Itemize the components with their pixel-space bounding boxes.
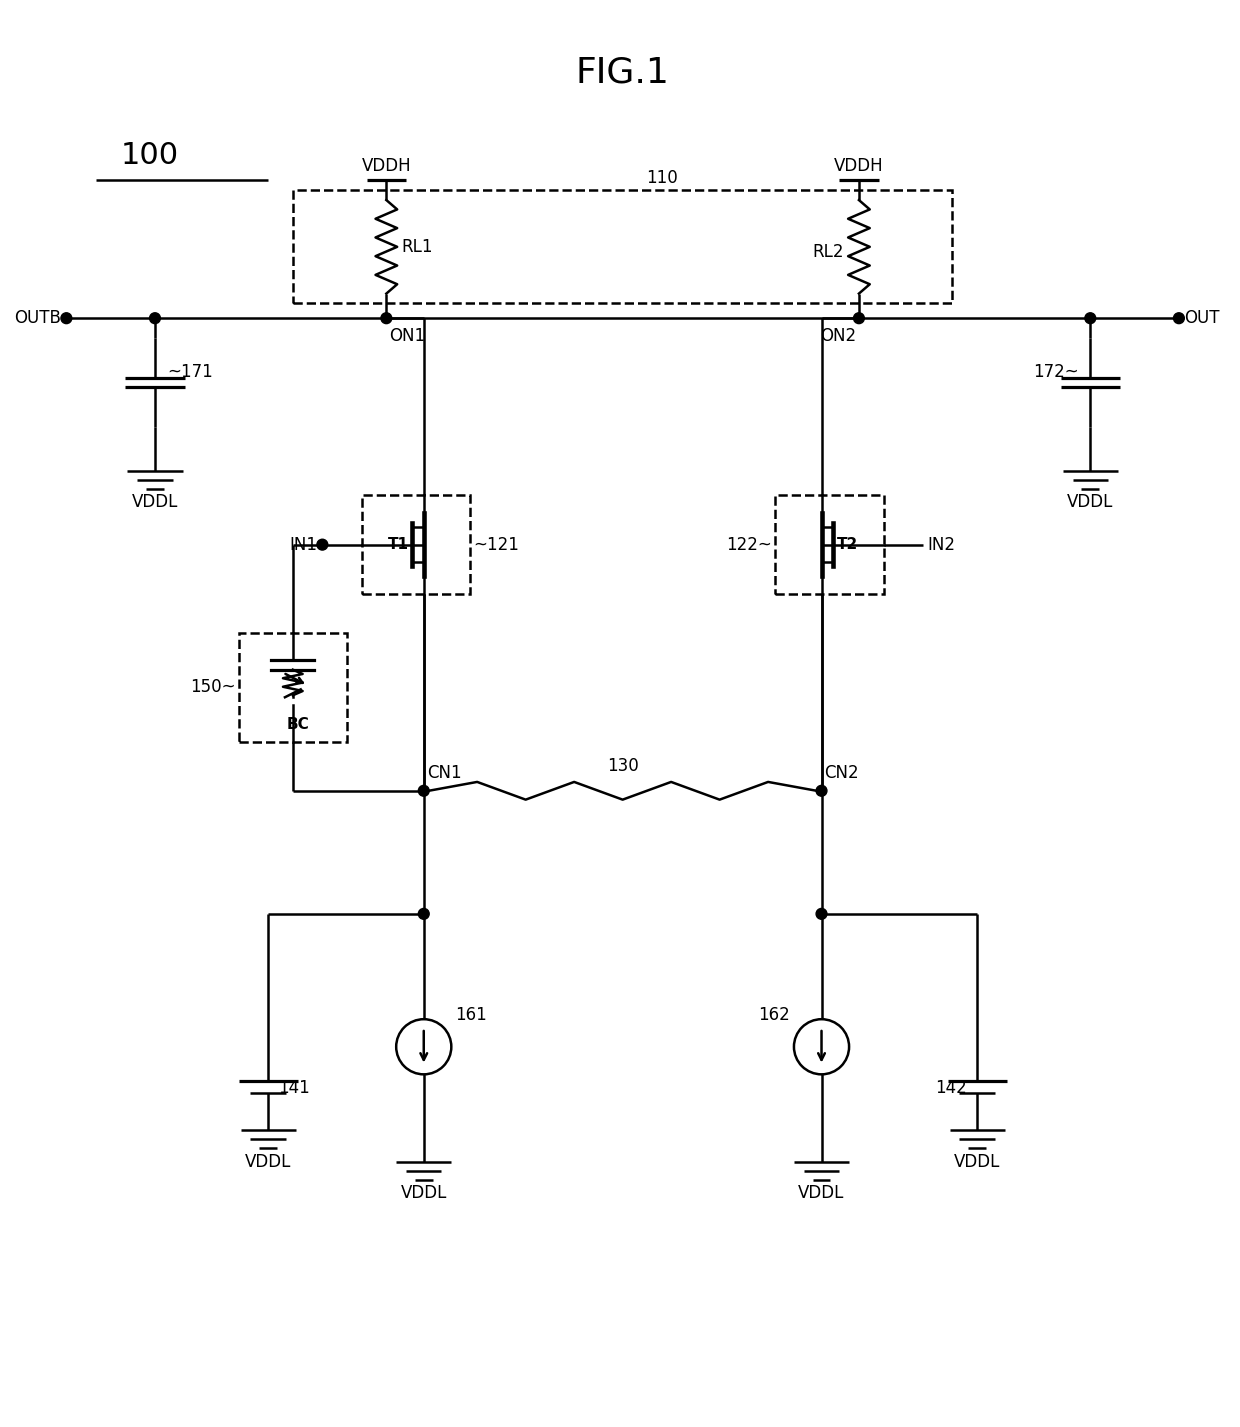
Text: IN2: IN2 xyxy=(928,535,956,554)
Text: 130: 130 xyxy=(606,758,639,775)
Text: RL1: RL1 xyxy=(401,238,433,255)
Text: ~171: ~171 xyxy=(167,364,212,381)
Text: BC: BC xyxy=(286,718,309,732)
Text: CN1: CN1 xyxy=(427,763,461,782)
Text: FIG.1: FIG.1 xyxy=(575,56,670,88)
Text: 100: 100 xyxy=(120,141,179,170)
Circle shape xyxy=(381,313,392,324)
Circle shape xyxy=(61,313,72,324)
Text: 150~: 150~ xyxy=(190,678,236,696)
Text: 142: 142 xyxy=(935,1079,967,1097)
Text: 110: 110 xyxy=(646,170,678,187)
Text: VDDL: VDDL xyxy=(401,1184,446,1203)
Bar xyxy=(775,495,884,594)
Text: ON1: ON1 xyxy=(389,327,425,345)
Circle shape xyxy=(418,909,429,919)
Text: VDDL: VDDL xyxy=(1068,494,1114,511)
Text: ~121: ~121 xyxy=(472,535,518,554)
Text: VDDH: VDDH xyxy=(362,157,412,174)
Circle shape xyxy=(317,539,327,549)
Text: OUT: OUT xyxy=(1184,310,1219,327)
Circle shape xyxy=(816,785,827,796)
Text: 141: 141 xyxy=(278,1079,310,1097)
Text: 122~: 122~ xyxy=(727,535,773,554)
Text: 161: 161 xyxy=(455,1006,487,1025)
Text: 162: 162 xyxy=(759,1006,790,1025)
Circle shape xyxy=(150,313,160,324)
Text: VDDL: VDDL xyxy=(131,494,179,511)
Text: IN1: IN1 xyxy=(289,535,317,554)
Bar xyxy=(362,495,470,594)
Circle shape xyxy=(418,785,429,796)
Text: ON2: ON2 xyxy=(820,327,856,345)
Text: RL2: RL2 xyxy=(812,243,844,261)
Text: T2: T2 xyxy=(837,537,858,552)
Text: OUTB: OUTB xyxy=(15,310,62,327)
Circle shape xyxy=(1085,313,1096,324)
Text: VDDL: VDDL xyxy=(799,1184,844,1203)
Bar xyxy=(238,634,347,742)
Text: VDDL: VDDL xyxy=(246,1153,291,1172)
Text: CN2: CN2 xyxy=(825,763,859,782)
Text: VDDL: VDDL xyxy=(954,1153,1001,1172)
Text: VDDH: VDDH xyxy=(835,157,884,174)
Text: 172~: 172~ xyxy=(1033,364,1079,381)
Circle shape xyxy=(1173,313,1184,324)
Text: T1: T1 xyxy=(388,537,409,552)
Circle shape xyxy=(816,909,827,919)
Bar xyxy=(293,190,952,304)
Circle shape xyxy=(853,313,864,324)
